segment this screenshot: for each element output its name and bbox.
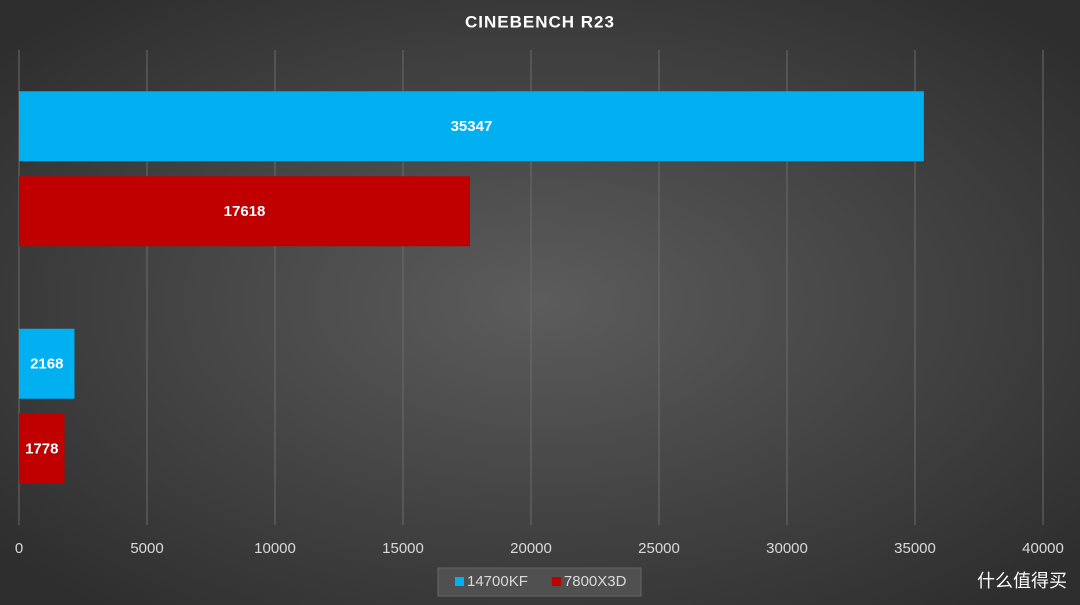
bar: [19, 91, 924, 162]
x-tick-label: 40000: [1022, 540, 1064, 557]
x-tick-label: 30000: [766, 540, 808, 557]
legend-label: 7800X3D: [564, 573, 627, 590]
bar: [19, 176, 471, 247]
bar: [19, 413, 65, 484]
x-tick-label: 15000: [382, 540, 424, 557]
x-tick-label: 0: [15, 540, 23, 557]
legend-frame: [437, 567, 642, 597]
watermark: 什么值得买: [977, 571, 1067, 591]
x-tick-label: 20000: [510, 540, 552, 557]
value-label: 35347: [451, 118, 493, 135]
value-label: 17618: [224, 203, 266, 220]
x-tick-label: 5000: [130, 540, 163, 557]
x-tick-label: 35000: [894, 540, 936, 557]
value-label: 2168: [30, 356, 63, 373]
chart-title: CINEBENCH R23: [465, 12, 615, 31]
legend-swatch: [551, 577, 561, 586]
legend: 14700KF 7800X3D: [437, 567, 642, 597]
legend-swatch: [455, 577, 464, 586]
x-tick-label: 25000: [638, 540, 680, 557]
x-tick-label: 10000: [254, 540, 296, 557]
value-label: 1778: [25, 441, 58, 458]
legend-label: 14700KF: [467, 573, 528, 590]
bar: [19, 328, 75, 399]
